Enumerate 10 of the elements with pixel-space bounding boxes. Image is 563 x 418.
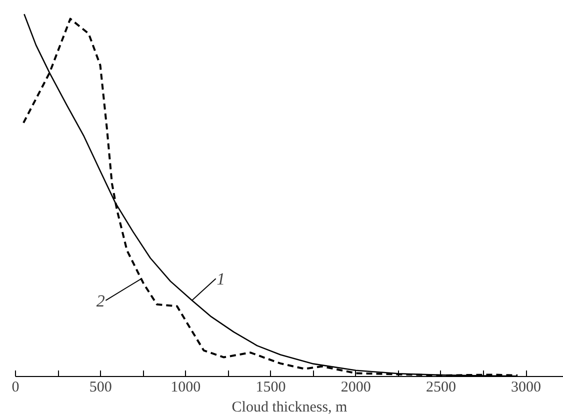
annotation: 2	[96, 291, 106, 310]
x-tick-label: 1000	[170, 380, 201, 396]
x-tick-label: 500	[89, 380, 112, 396]
x-tick-label: 2000	[340, 380, 371, 396]
x-tick-label: 3000	[511, 380, 542, 396]
annotation: 1	[216, 270, 226, 289]
x-tick-label: 0	[12, 380, 20, 396]
x-tick-label: 1500	[256, 380, 286, 396]
x-axis-title: Cloud thickness, m	[232, 400, 348, 416]
x-tick-label: 2500	[426, 380, 456, 396]
